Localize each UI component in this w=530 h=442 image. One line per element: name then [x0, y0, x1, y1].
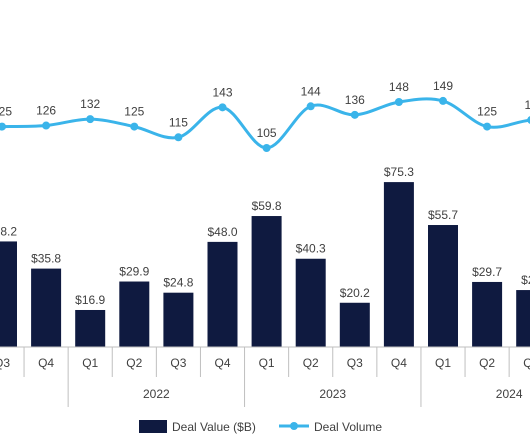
volume-label: 125	[477, 105, 497, 119]
quarter-label: Q4	[38, 356, 54, 370]
volume-point	[262, 144, 271, 152]
bar-value-label: $26	[521, 273, 530, 287]
volume-label: 13	[525, 98, 530, 112]
bar	[428, 225, 458, 347]
legend: Deal Value ($B) Deal Volume	[139, 420, 382, 434]
volume-label: 132	[80, 97, 100, 111]
category-axis: Q3Q4Q1Q2Q3Q4Q1Q2Q3Q4Q1Q2Q3Q4202220232024	[0, 346, 530, 407]
bar-value-label: $20.2	[340, 286, 370, 300]
volume-line	[1, 97, 530, 150]
quarter-label: Q3	[347, 356, 363, 370]
bar-value-label: $35.8	[31, 252, 61, 266]
bar-value-label: $75.3	[384, 165, 414, 179]
legend-swatch-deal-value	[139, 420, 167, 433]
volume-label: 144	[301, 84, 321, 98]
legend-label-deal-volume: Deal Volume	[314, 420, 382, 434]
bar	[516, 290, 530, 347]
quarter-label: Q2	[126, 356, 142, 370]
volume-label: 126	[36, 104, 56, 118]
volume-point	[483, 122, 492, 131]
bar	[75, 309, 106, 347]
bar-value-label: $40.3	[296, 242, 326, 256]
quarter-label: Q3	[170, 356, 186, 370]
volume-point	[174, 133, 183, 142]
bar	[207, 241, 238, 347]
bar	[0, 241, 17, 347]
volume-point	[394, 98, 403, 106]
quarter-label: Q2	[479, 356, 495, 370]
volume-label: 149	[433, 79, 453, 93]
volume-point	[439, 96, 447, 105]
volume-label: 148	[389, 80, 409, 94]
volume-label: 105	[257, 126, 277, 140]
quarter-label: Q3	[523, 356, 530, 370]
bar-value-label: $24.8	[163, 276, 193, 290]
quarter-label: Q4	[391, 356, 407, 370]
legend-marker-deal-volume	[290, 422, 298, 430]
bar	[472, 281, 503, 347]
quarter-label: Q4	[214, 356, 230, 370]
bar	[383, 182, 414, 347]
volume-point	[350, 110, 359, 119]
volume-point	[306, 102, 315, 111]
volume-point	[0, 122, 6, 131]
bar-series	[0, 182, 530, 347]
bar-value-label: $59.8	[252, 199, 282, 213]
bar	[31, 268, 62, 347]
quarter-label: Q1	[435, 356, 451, 370]
bar-value-label: $48.2	[0, 224, 17, 238]
volume-label: 136	[345, 93, 365, 107]
legend-label-deal-value: Deal Value ($B)	[172, 420, 256, 434]
volume-point	[218, 103, 227, 112]
volume-label: 125	[124, 105, 144, 119]
volume-point	[130, 122, 139, 131]
bar	[119, 281, 150, 347]
bar	[339, 302, 370, 347]
bar	[295, 258, 326, 347]
volume-point	[527, 116, 530, 124]
bar-value-label: $29.9	[119, 265, 149, 279]
bar-value-label: $16.9	[75, 293, 105, 307]
year-label: 2024	[496, 387, 523, 401]
volume-point	[42, 121, 51, 130]
quarter-label: Q3	[0, 356, 10, 370]
line-series: 125 126 132 125 115 143 105 144 136 148 149 125 13	[0, 79, 530, 152]
year-label: 2023	[319, 387, 346, 401]
bar-value-label: $55.7	[428, 208, 458, 222]
bar	[163, 292, 194, 347]
quarter-label: Q1	[82, 356, 98, 370]
bar-value-labels: $48.2 $35.8 $16.9 $29.9 $24.8 $48.0 $59.8 $40.3…	[0, 165, 530, 307]
volume-point	[86, 115, 95, 124]
volume-label: 143	[212, 85, 232, 99]
volume-label: 115	[169, 115, 188, 129]
quarter-label: Q1	[259, 356, 275, 370]
quarter-label: Q2	[303, 356, 319, 370]
bar	[251, 216, 282, 347]
volume-label: 125	[0, 105, 12, 119]
bar-value-label: $48.0	[207, 225, 237, 239]
bar-value-label: $29.7	[472, 265, 502, 279]
year-label: 2022	[143, 387, 170, 401]
